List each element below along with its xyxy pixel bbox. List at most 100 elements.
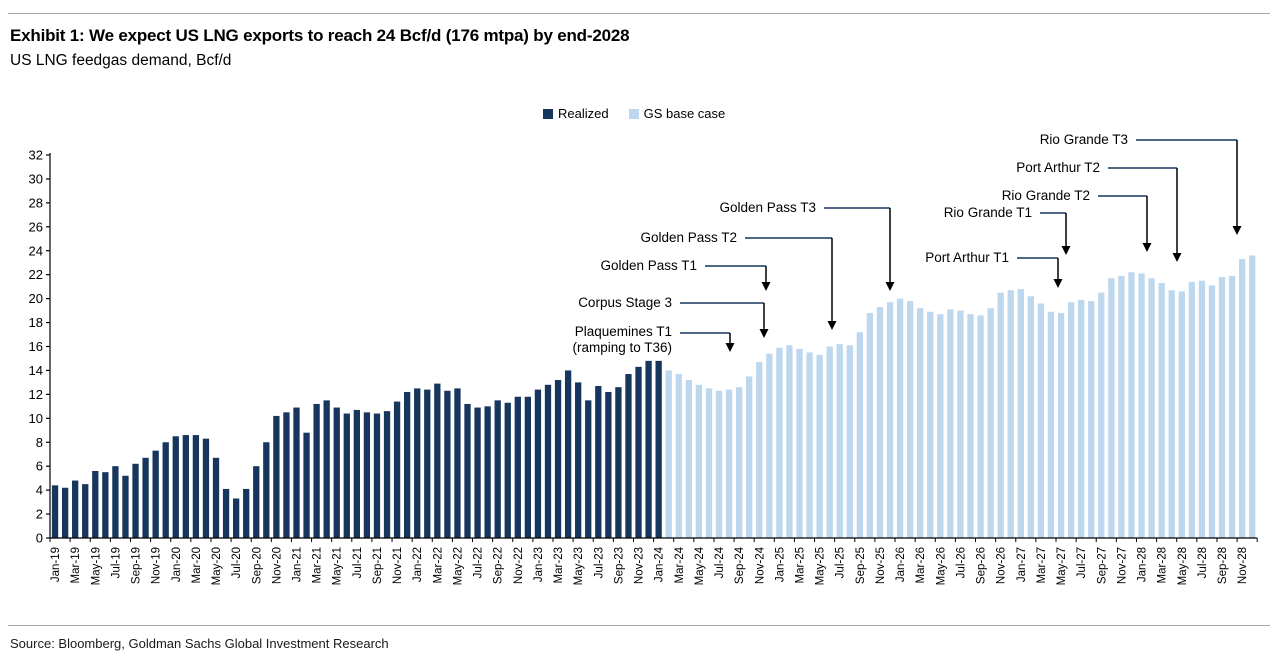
bar-Jan-27: [1017, 289, 1024, 538]
bar-Feb-22: [424, 389, 431, 538]
x-tick-label: Nov-26: [996, 547, 1008, 584]
bar-Jun-25: [826, 346, 833, 538]
annotation-arrowhead: [759, 329, 769, 338]
bar-Jun-24: [705, 388, 713, 538]
x-tick-label: May-21: [332, 547, 344, 585]
bar-Dec-22: [524, 396, 532, 538]
bar-Oct-24: [746, 376, 753, 538]
bar-Apr-19: [82, 484, 89, 538]
bar-Apr-22: [444, 390, 451, 538]
legend-label-base-case: GS base case: [643, 106, 726, 121]
x-tick-label: Nov-22: [513, 547, 525, 584]
x-tick-label: Sep-22: [493, 547, 505, 584]
annotation-label: Corpus Stage 3: [578, 295, 672, 310]
bar-Mar-22: [434, 383, 441, 538]
bar-May-23: [575, 382, 582, 538]
x-tick-label: Mar-25: [795, 547, 807, 583]
x-tick-label: Sep-24: [734, 546, 746, 584]
bar-Jul-28: [1198, 280, 1206, 538]
y-tick-label: 16: [29, 339, 43, 354]
bar-Nov-26: [997, 292, 1004, 538]
bar-Aug-22: [484, 406, 491, 538]
x-tick-label: May-20: [211, 547, 223, 585]
bar-May-22: [454, 388, 461, 538]
annotation-arrowhead: [1053, 279, 1063, 288]
bar-Sep-20: [253, 466, 260, 538]
x-tick-label: Jul-22: [473, 547, 485, 578]
bar-Mar-20: [192, 435, 200, 538]
bar-Feb-21: [303, 432, 310, 538]
bar-Dec-28: [1249, 255, 1256, 539]
bar-Aug-19: [122, 475, 129, 538]
x-tick-label: May-26: [935, 547, 947, 585]
bar-Oct-22: [504, 402, 511, 538]
x-tick-label: Jul-24: [714, 546, 726, 578]
x-tick-label: Mar-26: [915, 547, 927, 583]
bar-Dec-27: [1128, 272, 1135, 538]
legend-item-realized: Realized: [543, 106, 609, 121]
x-tick-label: Sep-20: [251, 547, 263, 584]
x-tick-label: Mar-23: [553, 547, 565, 583]
x-tick-label: Mar-21: [312, 547, 324, 583]
bar-Jan-25: [776, 347, 783, 538]
x-tick-label: Jan-21: [292, 547, 304, 582]
bar-Mar-25: [796, 348, 803, 538]
x-tick-label: Jan-26: [895, 547, 907, 582]
bar-Dec-24: [766, 353, 773, 538]
bottom-rule: [8, 625, 1270, 626]
legend-item-base-case: GS base case: [628, 106, 726, 121]
x-tick-label: Sep-27: [1096, 547, 1108, 584]
bar-Mar-23: [554, 380, 562, 538]
bar-Feb-19: [61, 487, 69, 538]
bar-Dec-21: [404, 391, 411, 538]
bar-Dec-19: [162, 442, 169, 538]
bar-Jun-26: [947, 309, 954, 538]
bar-Sep-19: [132, 463, 139, 538]
x-tick-label: Nov-19: [151, 547, 163, 584]
annotation-label: Golden Pass T3: [719, 200, 816, 215]
x-tick-label: Mar-20: [191, 547, 203, 583]
bar-Feb-20: [182, 435, 189, 538]
y-tick-label: 2: [36, 507, 43, 522]
bar-Apr-24: [685, 380, 692, 538]
bar-Aug-24: [725, 389, 733, 538]
bar-Jan-22: [414, 388, 421, 538]
x-tick-label: May-19: [90, 547, 102, 585]
x-tick-label: Jul-23: [593, 547, 605, 578]
annotation-arrowhead: [725, 343, 735, 352]
x-tick-label: May-25: [815, 547, 827, 585]
x-tick-label: Sep-25: [855, 547, 867, 584]
y-tick-label: 4: [36, 483, 43, 498]
bar-Jul-25: [836, 344, 843, 538]
y-tick-label: 24: [29, 243, 43, 258]
x-tick-label: Jul-26: [956, 547, 968, 578]
bar-Apr-26: [927, 311, 934, 538]
bar-Aug-20: [243, 488, 250, 538]
bar-Jan-26: [896, 298, 904, 539]
bar-Nov-22: [514, 396, 521, 538]
x-tick-label: Nov-24: [754, 546, 766, 584]
bar-Dec-23: [645, 360, 652, 538]
annotation-arrowhead: [761, 282, 771, 291]
x-tick-label: Jan-19: [50, 547, 62, 582]
bar-Jan-24: [655, 360, 662, 538]
x-tick-label: Jan-24: [654, 546, 666, 582]
bar-Feb-26: [907, 301, 914, 538]
bar-Jan-28: [1138, 273, 1145, 538]
annotation-label: Plaquemines T1: [575, 324, 672, 339]
bar-Oct-26: [987, 308, 994, 538]
x-tick-label: Nov-28: [1237, 547, 1249, 584]
bar-Aug-27: [1088, 301, 1095, 538]
legend-swatch-base-case: [628, 108, 639, 119]
bar-Jul-24: [715, 390, 723, 538]
x-tick-label: Jan-23: [533, 547, 545, 582]
annotation-arrowhead: [1172, 253, 1182, 262]
annotation-label: Golden Pass T1: [600, 258, 697, 273]
x-tick-label: Mar-27: [1036, 547, 1048, 583]
bar-Jan-21: [293, 407, 300, 538]
annotation-arrowhead: [1061, 246, 1071, 255]
bar-Apr-27: [1047, 311, 1055, 538]
x-tick-label: Mar-22: [432, 547, 444, 583]
bar-Sep-26: [977, 315, 984, 538]
